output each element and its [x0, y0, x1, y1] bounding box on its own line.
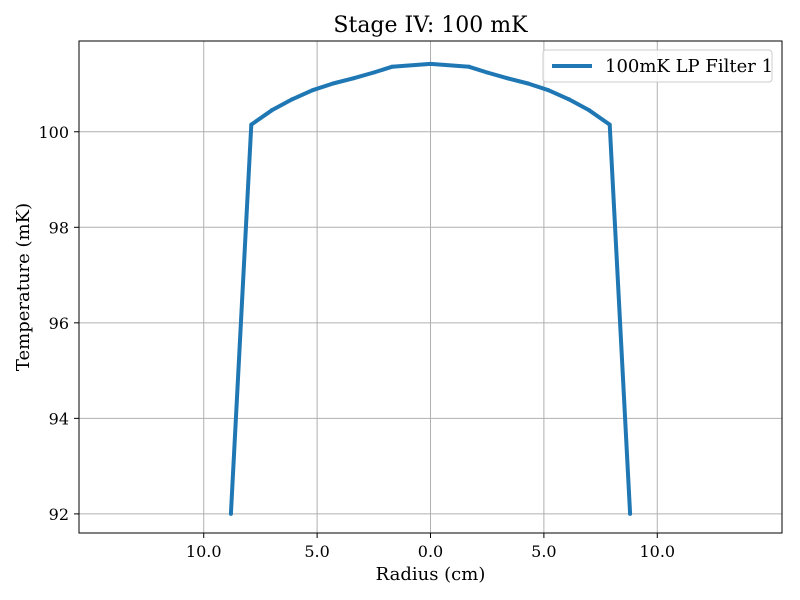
data-point [351, 76, 356, 81]
data-point [485, 70, 490, 75]
ticks: 10.0 5.0 0.0 5.0 10.0 92 94 96 98 100 [38, 123, 675, 561]
data-point [505, 76, 510, 81]
x-axis-label: Radius (cm) [376, 564, 486, 585]
data-point [228, 511, 233, 516]
x-tick-label: 0.0 [418, 542, 443, 561]
x-tick-label: 10.0 [186, 542, 222, 561]
data-point [310, 88, 315, 93]
chart-title: Stage IV: 100 mK [333, 13, 528, 38]
y-tick-label: 100 [38, 123, 69, 142]
data-point [330, 81, 335, 86]
series-layer [228, 61, 633, 516]
data-point [389, 64, 394, 69]
data-point [526, 81, 531, 86]
data-point [290, 97, 295, 102]
x-tick-label: 10.0 [639, 542, 675, 561]
y-tick-label: 98 [49, 218, 69, 237]
data-point [566, 97, 571, 102]
grid [79, 41, 782, 533]
y-axis-label: Temperature (mK) [13, 203, 34, 371]
x-tick-label: 5.0 [304, 542, 329, 561]
data-point [546, 88, 551, 93]
data-point [249, 122, 254, 127]
data-point [587, 108, 592, 113]
legend: 100mK LP Filter 1 [542, 49, 773, 83]
data-point [628, 511, 633, 516]
legend-label: 100mK LP Filter 1 [605, 56, 773, 77]
data-point [269, 108, 274, 113]
data-point [371, 70, 376, 75]
data-point [428, 61, 433, 66]
y-tick-label: 96 [49, 314, 69, 333]
x-tick-label: 5.0 [531, 542, 556, 561]
legend-box [542, 49, 773, 83]
data-point [607, 122, 612, 127]
y-tick-label: 94 [49, 409, 69, 428]
data-point [467, 64, 472, 69]
y-tick-label: 92 [49, 505, 69, 524]
